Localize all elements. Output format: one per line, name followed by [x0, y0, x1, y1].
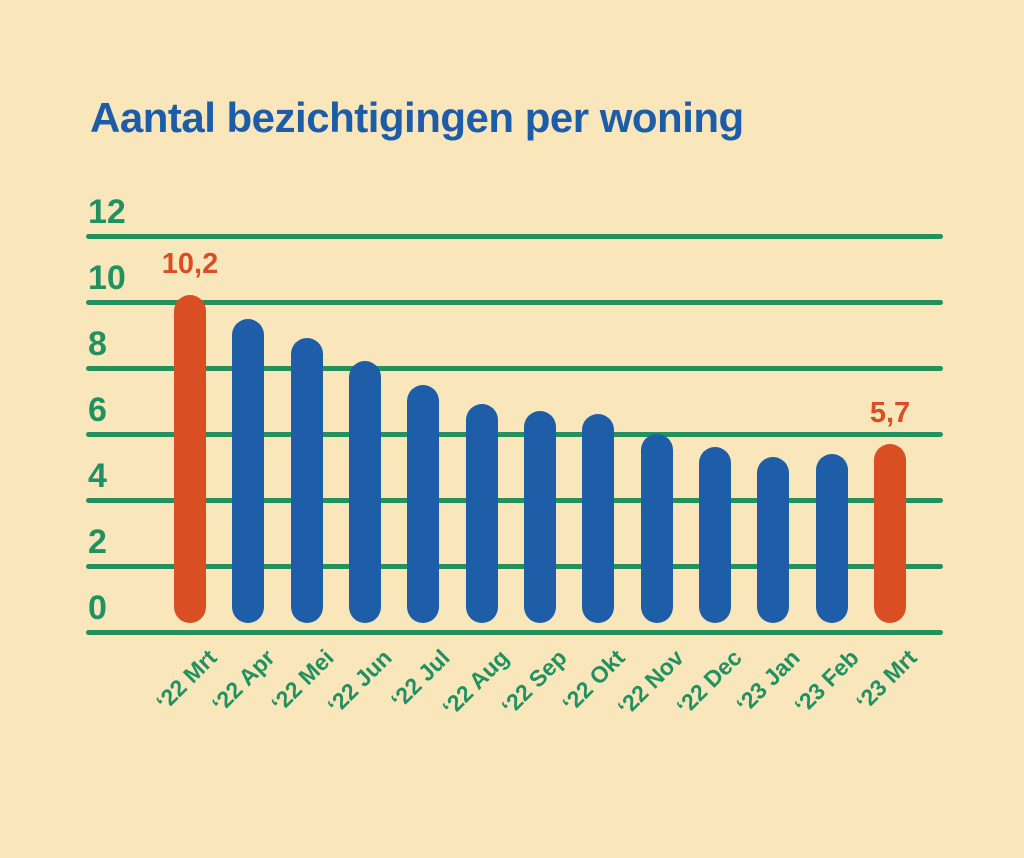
x-axis-tick-label: ‘22 Mrt [150, 644, 222, 716]
page-title: Aantal bezichtigingen per woning [90, 94, 744, 141]
y-axis-tick-label: 8 [88, 325, 107, 363]
bar [290, 338, 323, 623]
bar [582, 414, 615, 623]
y-axis-tick-label: 6 [88, 391, 107, 429]
bar [407, 384, 440, 623]
grid-line [86, 563, 943, 569]
bar [232, 318, 265, 623]
bar [465, 404, 498, 623]
bar [524, 410, 556, 623]
grid-line [86, 497, 943, 503]
bar [174, 295, 206, 623]
bar [699, 447, 731, 623]
bar [640, 434, 673, 623]
grid-line [86, 233, 943, 239]
grid-line [86, 365, 943, 371]
bar-value-label: 10,2 [161, 248, 219, 281]
y-axis-tick-label: 2 [88, 523, 107, 561]
y-axis-tick-label: 0 [88, 589, 107, 627]
y-axis-tick-label: 12 [88, 193, 126, 231]
grid-line [86, 431, 943, 437]
y-axis-tick-label: 4 [88, 457, 107, 495]
grid-line [86, 629, 943, 635]
bar [349, 361, 381, 623]
bar [815, 453, 848, 623]
grid-line [86, 299, 943, 305]
bar-value-label: 5,7 [869, 396, 911, 429]
y-axis-tick-label: 10 [88, 259, 126, 297]
bar [874, 443, 906, 623]
bar [757, 457, 790, 623]
